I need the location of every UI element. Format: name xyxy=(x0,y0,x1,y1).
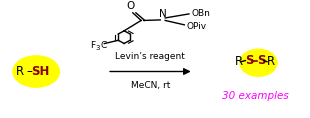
Ellipse shape xyxy=(12,55,60,88)
Text: O: O xyxy=(126,1,135,11)
Text: R: R xyxy=(16,65,24,78)
Text: OBn: OBn xyxy=(191,9,210,18)
Text: R: R xyxy=(267,55,275,68)
Text: OPiv: OPiv xyxy=(187,22,206,31)
Text: 30 examples: 30 examples xyxy=(222,91,289,101)
Text: –: – xyxy=(26,65,32,78)
Text: 3: 3 xyxy=(96,45,100,51)
Text: N: N xyxy=(159,9,166,19)
Text: S: S xyxy=(258,54,266,67)
Text: Levin’s reagent: Levin’s reagent xyxy=(115,52,185,61)
Text: F: F xyxy=(90,41,95,50)
Text: MeCN, rt: MeCN, rt xyxy=(131,81,170,90)
Text: SH: SH xyxy=(32,65,50,78)
Text: R: R xyxy=(235,55,243,68)
Text: S: S xyxy=(246,54,254,67)
Text: C: C xyxy=(101,41,107,50)
Ellipse shape xyxy=(239,49,278,77)
